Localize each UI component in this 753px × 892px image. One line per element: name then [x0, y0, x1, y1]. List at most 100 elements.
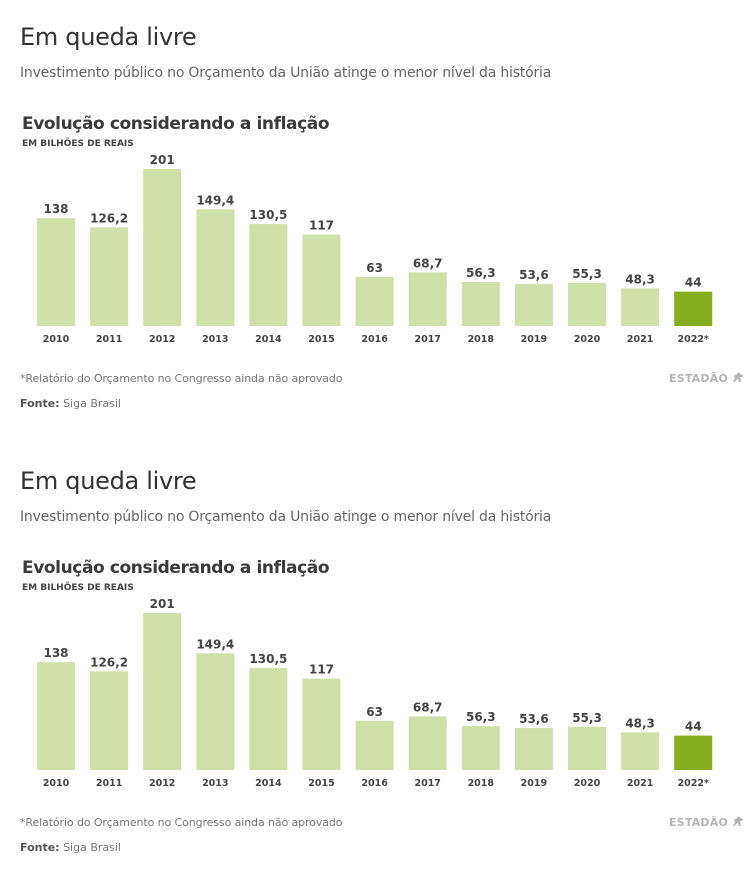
value-label: 117 [309, 219, 334, 233]
x-tick-label: 2015 [308, 778, 334, 789]
bar-2017 [408, 716, 447, 770]
value-label: 149,4 [196, 637, 234, 651]
bar-2021 [621, 288, 660, 326]
value-label: 44 [685, 276, 702, 290]
bar-2013 [196, 209, 235, 326]
bar-2022 [674, 735, 713, 770]
value-label: 138 [43, 202, 68, 216]
x-tick-label: 2019 [521, 778, 547, 789]
source-value: Siga Brasil [63, 397, 121, 410]
x-tick-label: 2011 [96, 778, 122, 789]
value-label: 44 [685, 720, 702, 734]
value-label: 48,3 [625, 272, 655, 286]
chart-title: Evolução considerando a inflação [22, 558, 330, 578]
unit-label: EM BILHÕES DE REAIS [22, 583, 134, 593]
bar-2019 [514, 728, 553, 770]
x-tick-label: 2012 [149, 334, 175, 345]
bar-2016 [355, 276, 394, 326]
x-tick-label: 2019 [521, 334, 547, 345]
bar-2012 [143, 169, 182, 326]
value-label: 126,2 [90, 655, 128, 669]
value-label: 201 [150, 153, 175, 167]
estadao-logo: ESTADÃO [669, 816, 744, 829]
value-label: 63 [366, 261, 383, 275]
bar-2015 [302, 678, 341, 770]
bar-2016 [355, 720, 394, 770]
logo-text: ESTADÃO [669, 372, 728, 385]
x-tick-label: 2017 [414, 778, 440, 789]
bar-2011 [90, 227, 129, 326]
value-label: 117 [309, 663, 334, 677]
bar-2011 [90, 671, 129, 770]
x-tick-label: 2021 [627, 334, 653, 345]
bar-2014 [249, 224, 288, 326]
bar-2018 [461, 726, 500, 770]
value-label: 63 [366, 705, 383, 719]
source-line: Fonte: Siga Brasil [20, 397, 121, 410]
bar-2022 [674, 291, 713, 326]
page-title: Em queda livre [20, 467, 197, 495]
value-label: 53,6 [519, 712, 549, 726]
x-tick-label: 2010 [43, 778, 70, 789]
footnote: *Relatório do Orçamento no Congresso ain… [20, 816, 343, 829]
bar-2021 [621, 732, 660, 770]
bar-2010 [37, 218, 75, 326]
x-tick-label: 2011 [96, 334, 122, 345]
horse-icon [733, 816, 744, 826]
x-tick-label: 2022* [677, 778, 708, 789]
x-tick-label: 2014 [255, 334, 282, 345]
page-subtitle: Investimento público no Orçamento da Uni… [20, 509, 552, 525]
bar-2019 [514, 284, 553, 326]
source-label: Fonte: [20, 841, 60, 854]
chart-title: Evolução considerando a inflação [22, 114, 330, 134]
value-label: 56,3 [466, 266, 496, 280]
value-label: 130,5 [249, 208, 287, 222]
bar-2020 [568, 282, 606, 326]
bar-2014 [249, 668, 288, 770]
value-label: 68,7 [413, 700, 443, 714]
value-label: 55,3 [572, 267, 602, 281]
unit-label: EM BILHÕES DE REAIS [22, 139, 134, 149]
x-tick-label: 2018 [468, 334, 495, 345]
value-label: 56,3 [466, 710, 496, 724]
bar-2013 [196, 653, 235, 770]
value-label: 55,3 [572, 711, 602, 725]
x-tick-label: 2018 [468, 778, 495, 789]
bar-2017 [408, 272, 447, 326]
x-tick-label: 2021 [627, 778, 653, 789]
x-tick-label: 2013 [202, 334, 228, 345]
value-label: 201 [150, 597, 175, 611]
bar-chart: 138 2010 126,2 2011 201 2012 149,4 2013 130,5 201… [37, 597, 713, 789]
x-tick-label: 2016 [361, 334, 388, 345]
value-label: 138 [43, 646, 68, 660]
x-tick-label: 2014 [255, 778, 282, 789]
x-tick-label: 2015 [308, 334, 334, 345]
x-tick-label: 2017 [414, 334, 440, 345]
x-tick-label: 2016 [361, 778, 388, 789]
page-subtitle: Investimento público no Orçamento da Uni… [20, 65, 552, 81]
bar-2018 [461, 282, 500, 326]
bar-2012 [143, 613, 182, 770]
x-tick-label: 2013 [202, 778, 228, 789]
estadao-logo: ESTADÃO [669, 372, 744, 385]
value-label: 149,4 [196, 193, 234, 207]
horse-icon [733, 372, 744, 382]
bar-2015 [302, 234, 341, 326]
value-label: 68,7 [413, 256, 443, 270]
source-line: Fonte: Siga Brasil [20, 841, 121, 854]
x-tick-label: 2010 [43, 334, 70, 345]
logo-text: ESTADÃO [669, 816, 728, 829]
value-label: 48,3 [625, 716, 655, 730]
source-label: Fonte: [20, 397, 60, 410]
chart-panel-1: Em queda livre Investimento público no O… [20, 23, 744, 410]
chart-panel-2: Em queda livre Investimento público no O… [0, 444, 753, 890]
source-value: Siga Brasil [63, 841, 121, 854]
value-label: 126,2 [90, 211, 128, 225]
x-tick-label: 2022* [677, 334, 708, 345]
x-tick-label: 2020 [574, 334, 601, 345]
bar-2020 [568, 726, 606, 770]
bar-chart: 138 2010 126,2 2011 201 2012 149,4 2013 130,5 201… [37, 153, 713, 345]
x-tick-label: 2020 [574, 778, 601, 789]
page-title: Em queda livre [20, 23, 197, 51]
footnote: *Relatório do Orçamento no Congresso ain… [20, 372, 343, 385]
